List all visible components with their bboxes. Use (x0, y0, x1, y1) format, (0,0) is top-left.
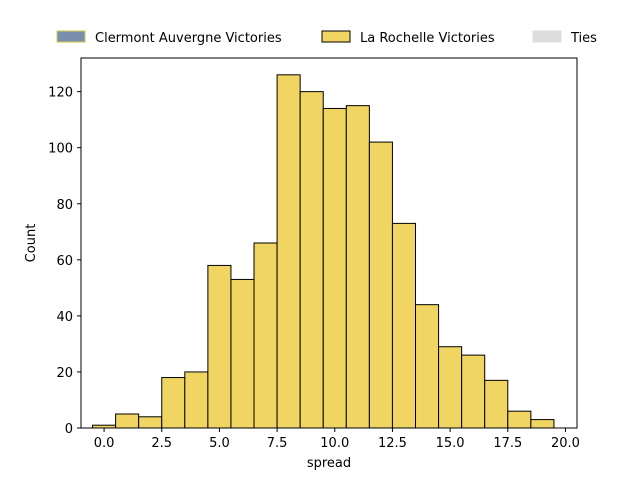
legend-swatch-la-rochelle (321, 30, 351, 43)
histogram-bar (299, 91, 324, 429)
x-axis-label: spread (307, 456, 351, 471)
histogram-bar (184, 371, 209, 429)
bars-group (92, 74, 555, 429)
histogram-bar (438, 346, 463, 429)
plot-frame (80, 57, 578, 429)
y-tick-label: 80 (56, 198, 73, 213)
histogram-bar (230, 278, 255, 429)
x-axis-ticks: 0.0 2.5 5.0 7.5 10.0 12.5 15.0 17.5 20.0 (94, 428, 580, 451)
histogram-bar (507, 410, 532, 429)
legend-label-ties: Ties (570, 31, 597, 46)
x-tick-label: 2.5 (151, 436, 172, 451)
y-tick-label: 20 (56, 366, 73, 381)
x-tick-label: 20.0 (551, 436, 580, 451)
histogram-bar (115, 413, 140, 429)
legend-label-la-rochelle: La Rochelle Victories (360, 31, 495, 46)
histogram-bar (207, 264, 232, 429)
x-tick-label: 10.0 (320, 436, 349, 451)
histogram-bar (322, 107, 347, 429)
y-tick-label: 100 (48, 142, 73, 157)
histogram-bar (530, 419, 555, 429)
y-axis-ticks: 0 20 40 60 80 100 120 (48, 86, 81, 437)
x-tick-label: 0.0 (94, 436, 115, 451)
histogram-bar (461, 354, 486, 429)
y-tick-label: 120 (48, 86, 73, 101)
y-axis-label: Count (24, 224, 39, 263)
histogram-bar (391, 222, 417, 429)
x-tick-label: 17.5 (493, 436, 522, 451)
x-tick-label: 15.0 (436, 436, 465, 451)
histogram-bar (138, 416, 163, 429)
histogram-bar (368, 141, 393, 429)
histogram-bar (415, 304, 440, 429)
y-tick-label: 0 (65, 422, 73, 437)
x-tick-label: 7.5 (267, 436, 288, 451)
y-tick-label: 40 (56, 310, 73, 325)
legend: Clermont Auvergne Victories La Rochelle … (56, 30, 597, 46)
x-tick-label: 5.0 (209, 436, 230, 451)
legend-swatch-ties (532, 30, 562, 43)
y-tick-label: 60 (56, 254, 73, 269)
legend-swatch-clermont (56, 30, 86, 43)
histogram-bar (484, 379, 509, 429)
histogram-bar (276, 74, 301, 429)
legend-label-clermont: Clermont Auvergne Victories (95, 31, 282, 46)
histogram-bar (161, 377, 186, 429)
x-tick-label: 12.5 (378, 436, 407, 451)
histogram-bar (253, 242, 278, 429)
histogram-bar (345, 105, 370, 429)
